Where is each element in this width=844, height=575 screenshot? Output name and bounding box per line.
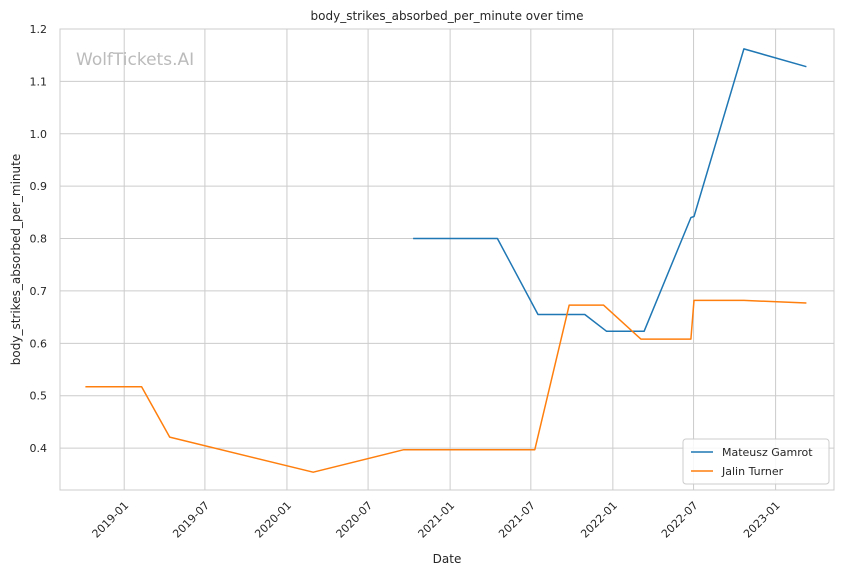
legend: Mateusz Gamrot Jalin Turner [682, 438, 830, 485]
y-tick-label: 0.4 [30, 442, 48, 455]
y-tick-label: 1.2 [30, 23, 48, 36]
y-tick-label: 0.8 [30, 233, 48, 246]
y-tick-label: 0.6 [30, 337, 48, 350]
legend-box [682, 438, 830, 485]
x-tick-label: 2022-07 [659, 499, 701, 541]
plot-frame [59, 28, 835, 491]
chart-title: body_strikes_absorbed_per_minute over ti… [311, 9, 584, 23]
grid [60, 28, 834, 490]
x-tick-label: 2019-07 [170, 499, 212, 541]
x-tick-label: 2019-01 [90, 499, 132, 541]
y-axis-label: body_strikes_absorbed_per_minute [9, 154, 23, 365]
y-tick-label: 0.7 [30, 285, 48, 298]
y-tick-label: 1.1 [30, 75, 48, 88]
x-tick-label: 2020-01 [252, 499, 294, 541]
x-tick-labels: 2019-01 2019-07 2020-01 2020-07 2021-01 2021-… [90, 499, 783, 541]
x-tick-label: 2022-01 [578, 499, 620, 541]
x-tick-label: 2021-01 [416, 499, 458, 541]
watermark: WolfTickets.AI [76, 50, 194, 70]
x-tick-label: 2023-01 [741, 499, 783, 541]
series-line-0 [413, 48, 807, 333]
y-tick-label: 1.0 [30, 128, 48, 141]
series-lines [85, 48, 807, 473]
x-axis-label: Date [433, 552, 462, 566]
x-tick-label: 2021-07 [496, 499, 538, 541]
y-tick-labels: 0.4 0.5 0.6 0.7 0.8 0.9 1.0 1.1 1.2 [30, 23, 48, 455]
x-tick-label: 2020-07 [334, 499, 376, 541]
legend-label: Jalin Turner [721, 465, 784, 478]
series-line-1 [85, 299, 807, 473]
legend-label: Mateusz Gamrot [722, 446, 813, 459]
y-tick-label: 0.5 [30, 390, 48, 403]
y-tick-label: 0.9 [30, 180, 48, 193]
